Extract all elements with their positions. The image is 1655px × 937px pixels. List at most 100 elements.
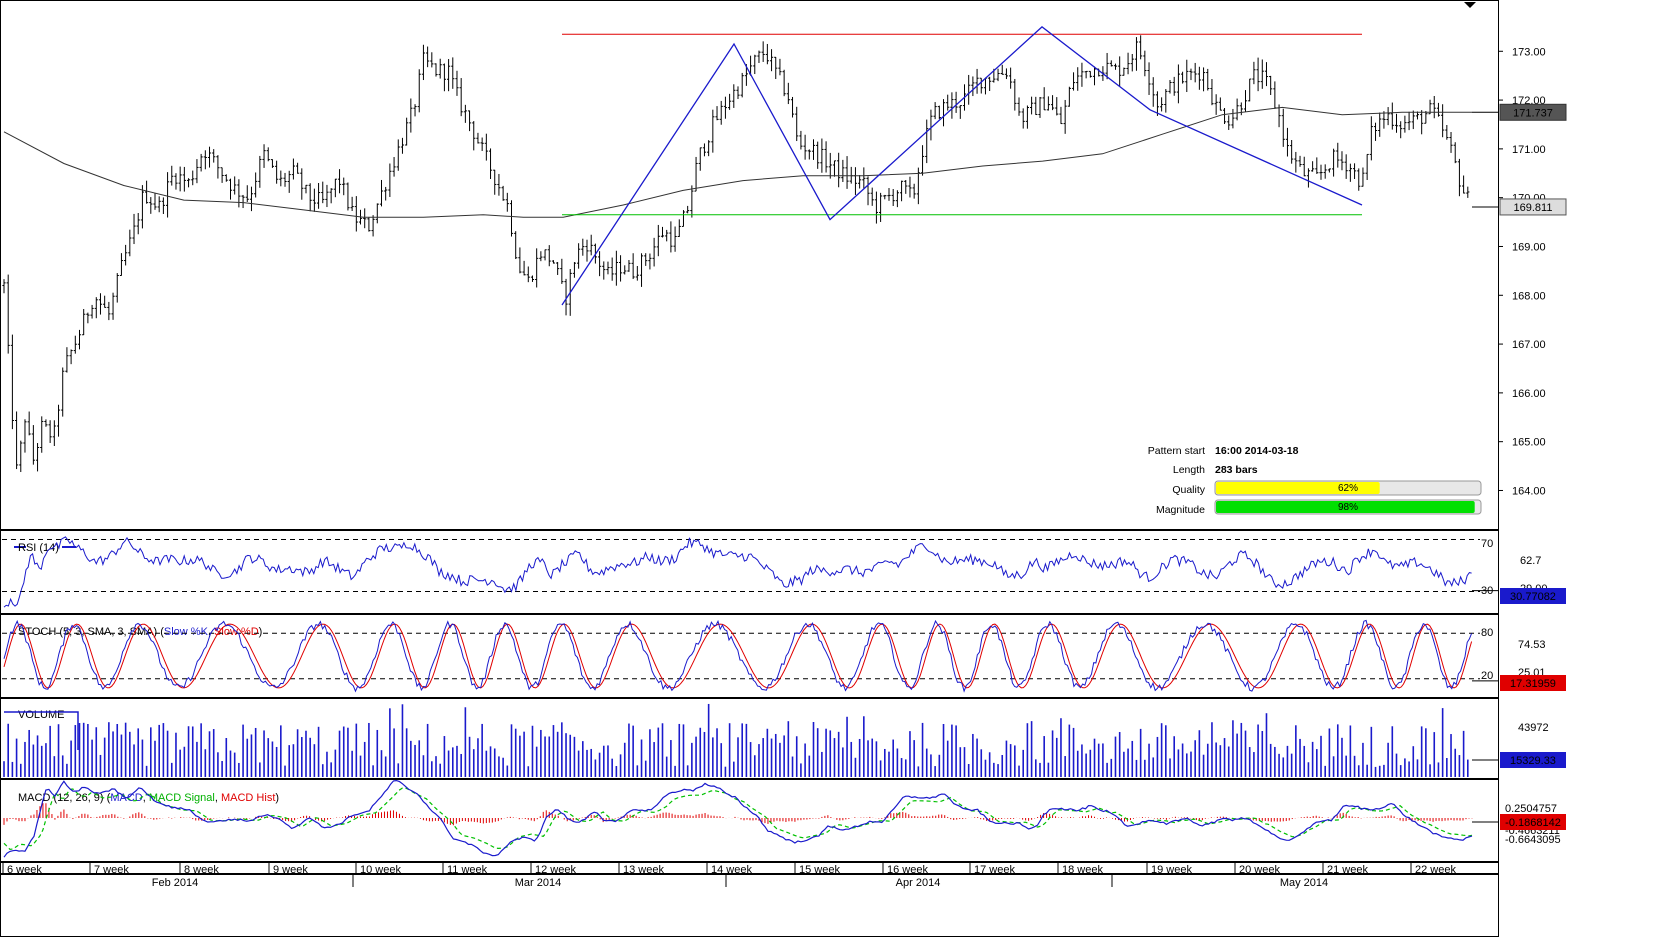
ohlc-bar xyxy=(832,160,837,177)
ohlc-bar xyxy=(124,244,128,266)
ohlc-bar xyxy=(665,229,669,242)
ohlc-bar xyxy=(1172,76,1176,96)
ohlc-bar xyxy=(1411,110,1415,130)
magnitude-value: 98% xyxy=(1338,502,1358,513)
ohlc-bar xyxy=(438,58,442,79)
ohlc-bar xyxy=(635,266,639,281)
ohlc-bar xyxy=(556,262,560,275)
ohlc-bar xyxy=(472,121,476,151)
ohlc-bar xyxy=(1193,62,1197,83)
panel-frames xyxy=(0,0,1499,937)
ohlc-bar xyxy=(1038,96,1042,118)
ohlc-bar xyxy=(459,78,463,117)
ohlc-bar xyxy=(824,141,828,173)
ohlc-bar xyxy=(367,216,371,232)
ohlc-bar xyxy=(933,102,937,120)
ohlc-bar xyxy=(119,253,124,277)
ohlc-bar xyxy=(90,304,94,319)
ohlc-bar xyxy=(308,183,312,212)
ohlc-bar xyxy=(136,213,140,235)
ohlc-bar xyxy=(65,347,69,373)
ohlc-bar xyxy=(1206,68,1210,91)
ohlc-bar xyxy=(518,247,522,274)
ohlc-bar xyxy=(711,109,715,153)
price-panel xyxy=(2,35,1498,473)
ohlc-bar xyxy=(769,49,774,72)
week-label: 8 week xyxy=(184,864,219,876)
ohlc-bar xyxy=(488,148,493,180)
ohlc-bar xyxy=(803,134,807,160)
ohlc-bar xyxy=(1105,52,1109,80)
macd-title-suffix: ) xyxy=(275,792,279,804)
ohlc-bar xyxy=(912,183,916,199)
ohlc-bar xyxy=(1449,131,1453,153)
rsi-current-value: 30.77082 xyxy=(1510,591,1556,603)
magnitude-bar-fill xyxy=(1216,501,1475,513)
ohlc-bar xyxy=(1365,153,1369,180)
pattern-polyline xyxy=(561,26,1363,306)
month-label: Feb 2014 xyxy=(152,877,198,889)
ohlc-bar xyxy=(396,139,400,171)
ohlc-bar xyxy=(761,41,765,62)
ohlc-bar xyxy=(572,262,577,278)
week-label: 18 week xyxy=(1062,864,1103,876)
ohlc-bar xyxy=(585,239,589,262)
price-tick-label: 171.00 xyxy=(1512,144,1546,156)
week-label: 17 week xyxy=(974,864,1015,876)
ohlc-bar xyxy=(509,200,514,237)
ohlc-bar xyxy=(1462,175,1466,194)
week-label: 22 week xyxy=(1415,864,1456,876)
ohlc-bar xyxy=(539,251,543,262)
ohlc-bar xyxy=(1109,60,1113,67)
ohlc-bar xyxy=(1151,77,1155,107)
macd-label-low2: -0.6643095 xyxy=(1505,834,1561,846)
ohlc-bar xyxy=(2,279,6,294)
macd-sep-2: , xyxy=(215,792,221,804)
ohlc-bar xyxy=(547,245,551,267)
ohlc-bar xyxy=(862,167,866,189)
ohlc-bar xyxy=(1130,53,1134,72)
ohlc-bar xyxy=(1306,168,1311,188)
ohlc-bar xyxy=(186,178,191,188)
ohlc-bar xyxy=(1344,154,1348,179)
scroll-down-icon[interactable] xyxy=(1464,2,1476,8)
rsi-level-30: 30 xyxy=(1481,585,1493,597)
ohlc-bar xyxy=(614,250,618,286)
ohlc-bar xyxy=(698,147,702,171)
ohlc-bar xyxy=(1352,163,1357,180)
ohlc-bar xyxy=(446,59,451,92)
ohlc-bar xyxy=(451,57,455,89)
ohlc-bar xyxy=(61,367,65,417)
ohlc-bar xyxy=(543,249,547,261)
ohlc-bar xyxy=(1407,111,1411,131)
ohlc-bar xyxy=(1168,80,1172,94)
ohlc-bar xyxy=(300,168,304,200)
week-label: 6 week xyxy=(7,864,42,876)
volume-panel: VOLUME xyxy=(3,703,1498,777)
ohlc-bar xyxy=(597,251,602,277)
ohlc-bar xyxy=(220,167,224,183)
ohlc-bar xyxy=(287,170,291,193)
week-label: 12 week xyxy=(535,864,576,876)
ohlc-bar xyxy=(254,172,258,198)
ohlc-bar xyxy=(1269,75,1273,95)
ohlc-bar xyxy=(732,84,736,108)
ohlc-bar xyxy=(1239,102,1243,116)
ohlc-bar xyxy=(182,166,186,192)
pattern-start-value: 16:00 2014-03-18 xyxy=(1215,445,1299,457)
pattern-info-panel: Pattern start 16:00 2014-03-18 Length 28… xyxy=(1148,445,1482,516)
ohlc-bar xyxy=(1394,113,1399,133)
ohlc-bar xyxy=(778,58,782,76)
ohlc-bar xyxy=(673,226,677,252)
ohlc-bar xyxy=(1315,157,1319,174)
ohlc-bar xyxy=(774,56,778,80)
macd-panel: MACD (12, 26, 9) (MACD, MACD Signal, MAC… xyxy=(3,779,1498,858)
ohlc-bar xyxy=(191,170,195,186)
ohlc-bar xyxy=(895,190,899,208)
ohlc-bar xyxy=(10,334,14,430)
stoch-title: STOCH (5, 3, SMA, 3, SMA) (Slow %K, Slow… xyxy=(18,626,262,638)
price-tick-label: 169.00 xyxy=(1512,241,1546,253)
ohlc-bar xyxy=(631,253,635,280)
week-label: 14 week xyxy=(711,864,752,876)
ohlc-bar xyxy=(1281,108,1285,147)
